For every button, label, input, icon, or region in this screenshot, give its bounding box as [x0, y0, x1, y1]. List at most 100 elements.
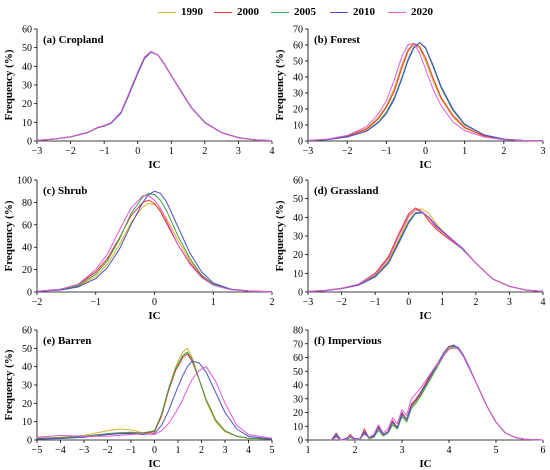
series-line-2000: [331, 345, 544, 441]
y-tick-label: 40: [293, 381, 303, 392]
x-axis-label: IC: [148, 159, 160, 171]
y-tick-label: 0: [27, 436, 32, 447]
x-tick-label: 0: [152, 297, 157, 308]
series-line-1990: [36, 51, 273, 142]
y-tick-label: 20: [293, 105, 303, 116]
series-line-2010: [307, 212, 544, 292]
y-tick-label: 70: [293, 25, 303, 36]
series-line-2000: [307, 42, 544, 142]
x-tick-label: −3: [303, 146, 314, 157]
x-tick-label: −3: [79, 445, 90, 456]
x-tick-label: 2: [270, 297, 275, 308]
series-line-2020: [36, 366, 273, 439]
x-tick-label: 2: [202, 146, 207, 157]
x-tick-label: 2: [473, 297, 478, 308]
x-tick-label: −3: [303, 297, 314, 308]
x-tick-label: −1: [381, 146, 392, 157]
series-line-2010: [36, 190, 273, 293]
x-tick-label: −1: [126, 445, 137, 456]
series-line-2020: [36, 50, 273, 142]
series-line-2005: [36, 192, 273, 293]
x-tick-label: 2: [353, 445, 358, 456]
y-tick-label: 20: [22, 265, 32, 276]
x-tick-label: −3: [32, 146, 43, 157]
y-tick-label: 0: [298, 436, 303, 447]
chart-panel: 0 10 20 30 40 50 60 −3 −2 −1 0 1 2 3 4 (d) Grassland IC F…: [274, 176, 546, 323]
y-tick-label: 30: [22, 81, 32, 92]
y-tick-label: 0: [298, 137, 303, 148]
x-tick-label: 4: [447, 445, 452, 456]
series-line-2020: [307, 42, 544, 142]
y-axis-label: Frequency (%): [274, 200, 286, 271]
x-tick-label: −2: [65, 146, 76, 157]
x-tick-label: 0: [135, 146, 140, 157]
x-tick-label: −1: [90, 297, 101, 308]
series-line-2010: [36, 51, 273, 142]
legend-label: 1990: [181, 6, 203, 18]
chart-panel: 0 20 40 60 80 100 −2 −1 0 1 2 (c) Shrub IC Frequency …: [3, 176, 275, 323]
y-tick-label: 50: [293, 57, 303, 68]
y-tick-label: 40: [22, 362, 32, 373]
y-tick-label: 10: [293, 121, 303, 132]
x-tick-label: −2: [342, 146, 353, 157]
x-tick-label: 4: [270, 146, 275, 157]
panel-title: (a) Cropland: [43, 34, 104, 46]
y-tick-label: 60: [293, 41, 303, 52]
y-tick-label: 60: [22, 25, 32, 36]
series-line-2020: [307, 209, 544, 292]
chart-panel: 0 10 20 30 40 50 60 −5 −4 −3 −2 −1 0 1 2 3 4 5 (e) Barren I…: [3, 326, 275, 470]
legend-label: 2000: [237, 6, 259, 18]
legend-item-1990: 1990: [158, 5, 203, 19]
legend-swatch: [388, 11, 406, 13]
y-axis-label: Frequency (%): [3, 349, 15, 420]
legend-label: 2020: [411, 6, 433, 18]
x-tick-label: 1: [462, 146, 467, 157]
x-axis-label: IC: [148, 310, 160, 322]
x-tick-label: 5: [494, 445, 499, 456]
legend-swatch: [214, 11, 232, 13]
y-tick-label: 10: [22, 118, 32, 129]
x-tick-label: −1: [370, 297, 381, 308]
legend-label: 2010: [353, 6, 375, 18]
panel-title: (b) Forest: [314, 34, 360, 46]
series-line-2005: [36, 51, 273, 142]
x-axis-label: IC: [419, 458, 431, 470]
y-tick-label: 30: [293, 89, 303, 100]
y-tick-label: 40: [22, 243, 32, 254]
y-tick-label: 10: [293, 269, 303, 280]
x-tick-label: −2: [32, 297, 43, 308]
x-tick-label: 1: [169, 146, 174, 157]
series-line-2020: [36, 195, 273, 293]
x-axis-label: IC: [419, 310, 431, 322]
x-axis-label: IC: [419, 159, 431, 171]
legend-item-2020: 2020: [388, 5, 433, 19]
chart-panel: 0 10 20 30 40 50 60 70 80 1 2 3 4 5 6 (f) Impervious IC: [293, 326, 546, 470]
y-tick-label: 60: [22, 220, 32, 231]
legend-swatch: [271, 11, 289, 13]
legend-swatch: [158, 11, 176, 13]
y-tick-label: 80: [293, 326, 303, 337]
x-tick-label: 0: [423, 146, 428, 157]
x-tick-label: 5: [270, 445, 275, 456]
legend: 1990 2000 2005 2010 2020: [0, 0, 550, 22]
panel-title: (c) Shrub: [43, 185, 87, 197]
series-line-2000: [307, 207, 544, 292]
legend-swatch: [330, 11, 348, 13]
y-tick-label: 30: [293, 394, 303, 405]
y-tick-label: 50: [22, 43, 32, 54]
y-tick-label: 50: [293, 194, 303, 205]
x-tick-label: 3: [400, 445, 405, 456]
legend-item-2000: 2000: [214, 5, 259, 19]
y-tick-label: 30: [293, 232, 303, 243]
y-tick-label: 60: [293, 353, 303, 364]
series-line-2010: [307, 42, 544, 142]
x-tick-label: 1: [306, 445, 311, 456]
series-line-1990: [36, 203, 273, 293]
y-tick-label: 10: [22, 417, 32, 428]
series-line-1990: [307, 208, 544, 292]
panel-title: (d) Grassland: [314, 185, 379, 197]
y-tick-label: 10: [293, 422, 303, 433]
x-tick-label: 1: [211, 297, 216, 308]
legend-label: 2005: [294, 6, 316, 18]
